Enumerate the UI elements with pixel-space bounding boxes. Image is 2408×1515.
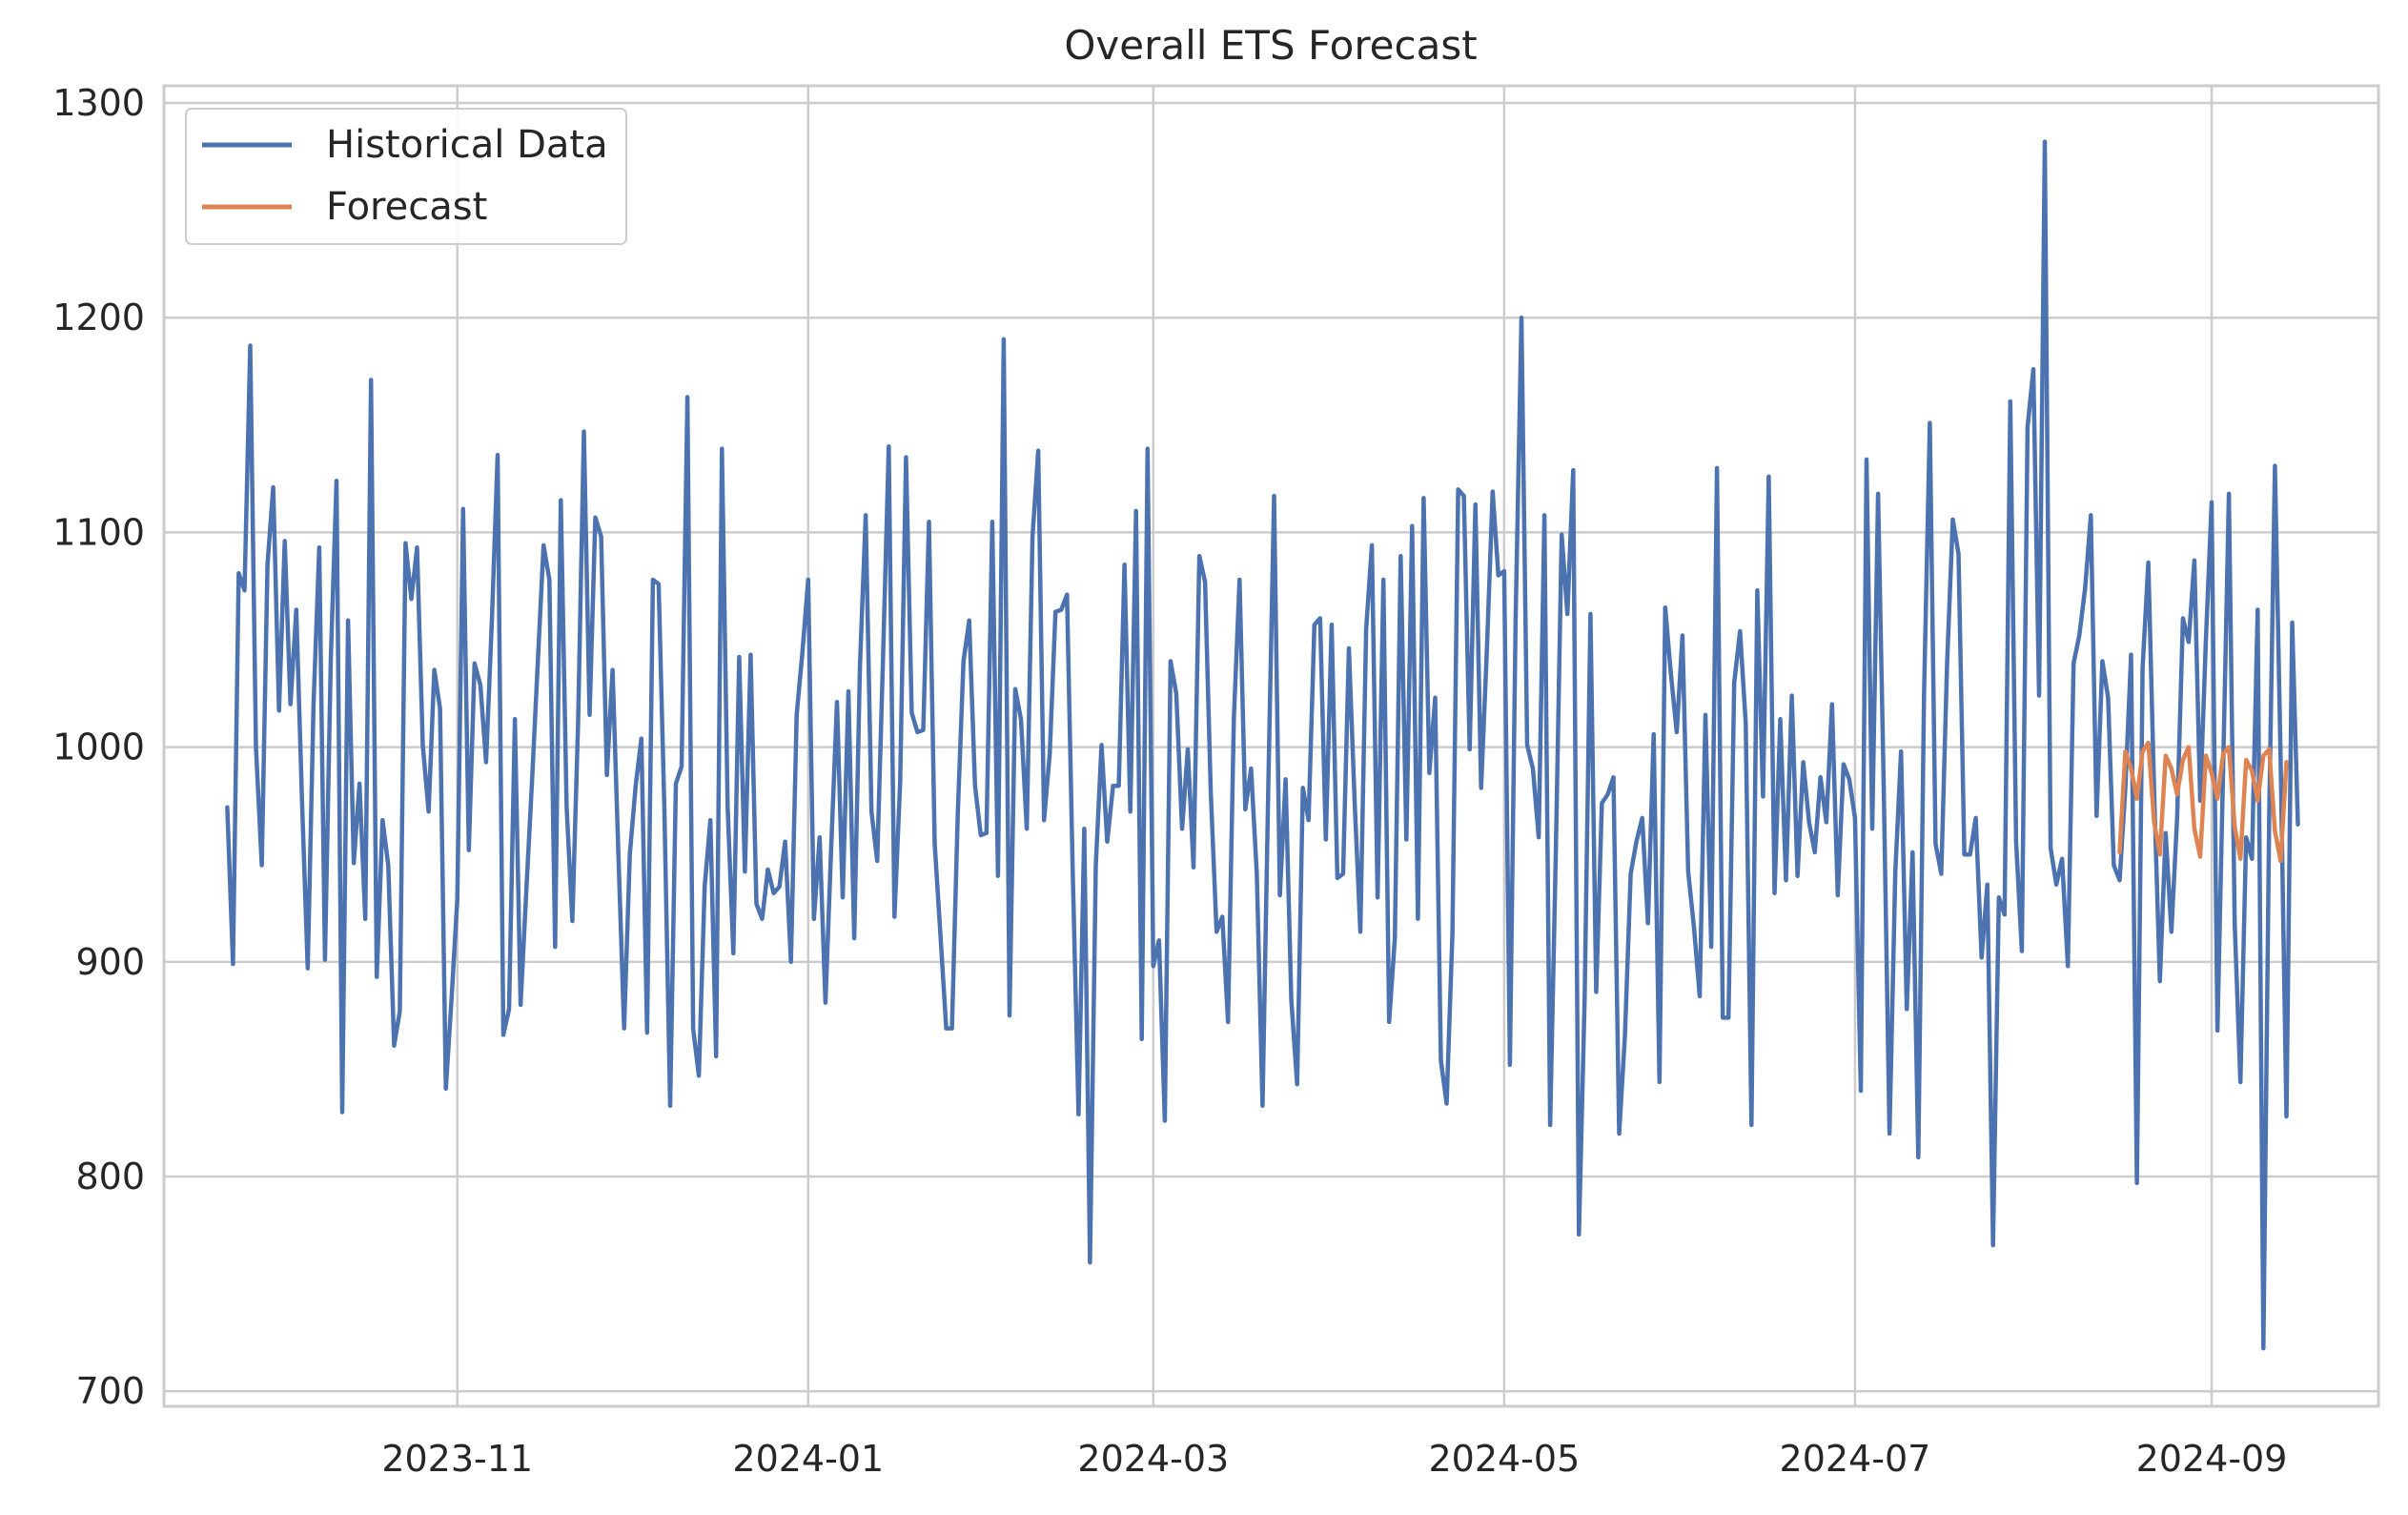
y-tick-label: 1100 <box>52 511 145 553</box>
legend-box <box>185 108 627 245</box>
series-group <box>225 139 2300 1351</box>
x-tick-label: 2024-05 <box>1428 1438 1580 1480</box>
x-axis: 2023-11 2024-01 2024-03 2024-05 2024-07 2024-… <box>381 1438 2287 1480</box>
y-tick-label: 900 <box>75 941 145 983</box>
legend-label-forecast: Forecast <box>326 185 487 229</box>
y-tick-label: 1000 <box>52 727 145 768</box>
y-tick-label: 800 <box>75 1156 145 1198</box>
x-tick-label: 2024-07 <box>1780 1438 1931 1480</box>
y-axis: 700 800 900 1000 1100 1200 1300 <box>52 82 145 1412</box>
legend-label-historical: Historical Data <box>326 123 608 167</box>
y-tick-label: 700 <box>75 1370 145 1412</box>
x-tick-label: 2024-09 <box>2136 1438 2288 1480</box>
series-line-historical <box>225 139 2300 1351</box>
x-tick-label: 2024-01 <box>732 1438 884 1480</box>
x-tick-label: 2024-03 <box>1077 1438 1229 1480</box>
series-line-forecast <box>2117 740 2289 864</box>
chart-title: Overall ETS Forecast <box>1064 22 1477 69</box>
legend: Historical Data Forecast <box>185 108 627 245</box>
y-tick-label: 1300 <box>52 82 145 124</box>
x-tick-label: 2023-11 <box>381 1438 533 1480</box>
y-tick-label: 1200 <box>52 297 145 338</box>
plot-frame <box>162 84 2380 1408</box>
